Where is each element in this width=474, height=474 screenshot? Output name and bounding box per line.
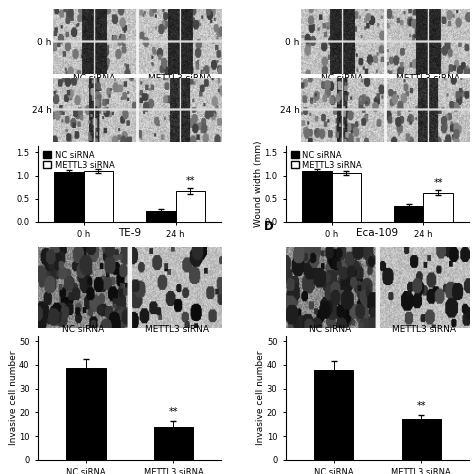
- Bar: [423, 193, 453, 222]
- Bar: [314, 370, 354, 460]
- Text: **: **: [169, 407, 178, 417]
- Bar: [146, 211, 175, 222]
- Text: 24 h: 24 h: [32, 106, 52, 115]
- Text: 24 h: 24 h: [280, 106, 300, 115]
- Bar: [302, 171, 332, 222]
- Text: D: D: [264, 220, 273, 233]
- Bar: [154, 427, 193, 460]
- Text: **: **: [185, 176, 195, 186]
- Text: **: **: [433, 178, 443, 188]
- Text: 0 h: 0 h: [37, 38, 52, 47]
- Text: **: **: [417, 401, 426, 411]
- Legend: NC siRNA, METTL3 siRNA: NC siRNA, METTL3 siRNA: [290, 150, 363, 171]
- Text: METTL3 siRNA: METTL3 siRNA: [145, 326, 209, 335]
- Y-axis label: Wound width (mm): Wound width (mm): [254, 140, 263, 227]
- Bar: [66, 368, 106, 460]
- Text: NC siRNA: NC siRNA: [310, 326, 352, 335]
- Text: 0 h: 0 h: [285, 38, 300, 47]
- Text: TE-9: TE-9: [118, 228, 141, 237]
- Bar: [175, 191, 205, 222]
- Bar: [55, 172, 84, 222]
- Bar: [84, 171, 113, 222]
- Text: METTL3 siRNA: METTL3 siRNA: [392, 326, 456, 335]
- Y-axis label: Invasive cell number: Invasive cell number: [9, 351, 18, 445]
- Legend: NC siRNA, METTL3 siRNA: NC siRNA, METTL3 siRNA: [42, 150, 115, 171]
- Y-axis label: Invasive cell number: Invasive cell number: [256, 351, 265, 445]
- Text: Eca-109: Eca-109: [356, 228, 399, 237]
- Text: NC siRNA: NC siRNA: [62, 326, 104, 335]
- Text: METTL3 siRNA: METTL3 siRNA: [148, 74, 212, 83]
- Text: METTL3 siRNA: METTL3 siRNA: [396, 74, 460, 83]
- Text: NC siRNA: NC siRNA: [321, 74, 364, 83]
- Bar: [332, 173, 361, 222]
- Bar: [401, 419, 441, 460]
- Bar: [394, 206, 423, 222]
- Text: NC siRNA: NC siRNA: [73, 74, 116, 83]
